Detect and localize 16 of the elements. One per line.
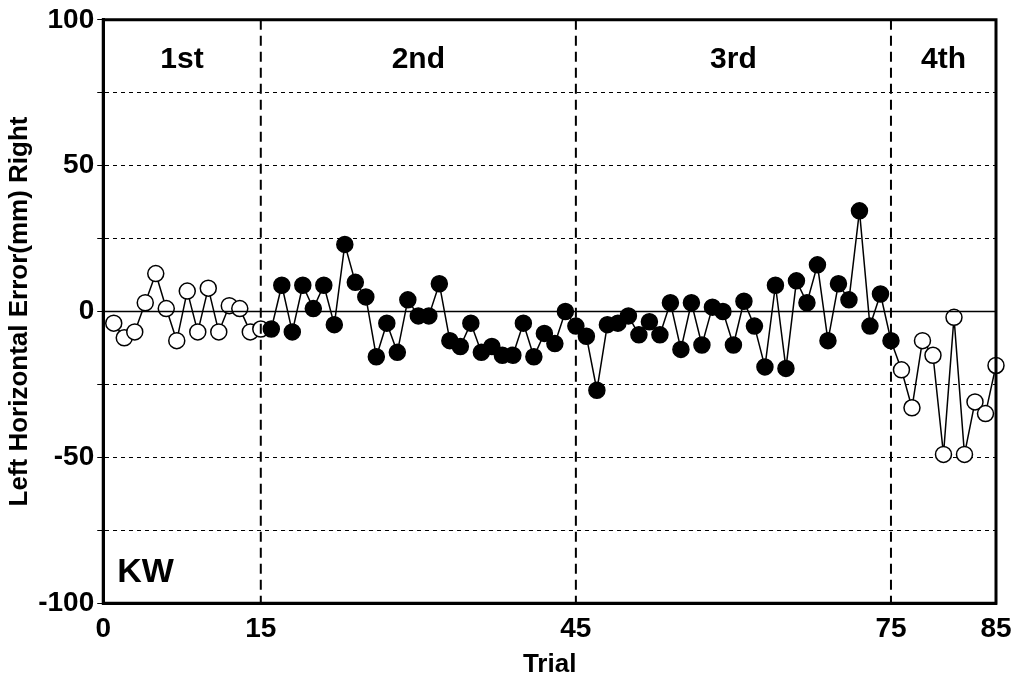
x-axis-title: Trial [522,647,577,678]
y-tick-label: 50 [63,148,95,180]
y-tick-label: 100 [47,2,95,34]
annotation: 2nd [391,41,445,75]
y-axis-title: Left Horizontal Error(mm) Right [2,116,33,507]
annotation: 4th [920,41,966,75]
x-tick-label: 75 [875,611,907,643]
annotation: 3rd [710,41,757,75]
x-tick-label: 45 [560,611,592,643]
x-tick-label: 85 [980,611,1012,643]
x-tick-label: 15 [245,611,277,643]
annotation: 1st [160,41,204,75]
y-tick-label: -100 [38,585,95,617]
annotation: KW [117,550,175,589]
y-tick-label: -50 [53,440,95,472]
y-tick-label: 0 [78,294,95,326]
